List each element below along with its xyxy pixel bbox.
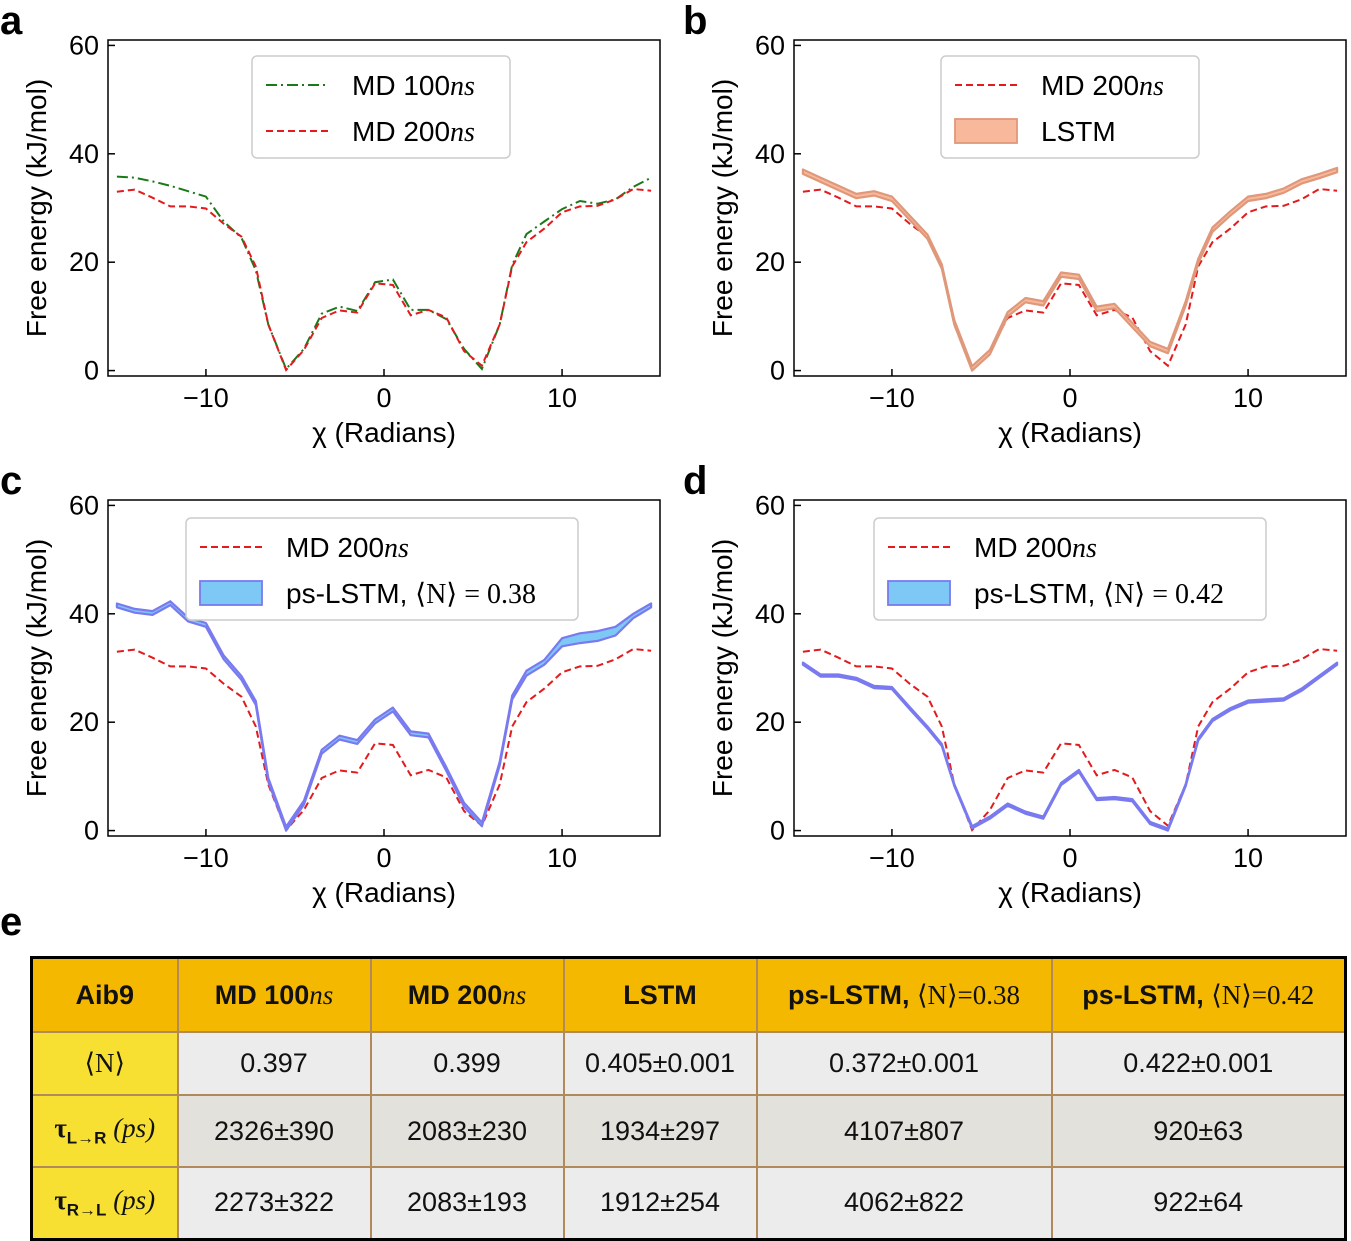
legend-swatch <box>954 118 1018 144</box>
table-row: ⟨N⟩ 0.397 0.399 0.405±0.001 0.372±0.001 0.422… <box>30 1030 1347 1097</box>
x-tick-label: −10 <box>869 383 915 413</box>
series-line-md200ns <box>802 647 1338 832</box>
x-tick-label: 10 <box>547 843 577 873</box>
table-cell: 2326±390 <box>176 1094 372 1168</box>
x-tick-label: 10 <box>547 383 577 413</box>
y-tick-label: 0 <box>770 816 785 846</box>
legend-entry-label: MD 200ns <box>1041 70 1164 102</box>
legend-entry-label: MD 100ns <box>352 70 475 102</box>
table-cell: 4107±807 <box>755 1094 1053 1168</box>
y-axis-label: Free energy (kJ/mol) <box>21 539 52 797</box>
table-cell: 0.405±0.001 <box>562 1030 758 1097</box>
x-tick-label: 0 <box>376 843 391 873</box>
series-line-md100ns <box>116 175 652 371</box>
x-axis-label: χ (Radians) <box>998 877 1142 908</box>
results-table-container: Aib9 MD 100ns MD 200ns LSTM ps-LSTM, ⟨N⟩=0.3… <box>30 956 1347 1241</box>
y-axis-label: Free energy (kJ/mol) <box>707 539 738 797</box>
chart-panel-d: d −10 0 10 0 20 40 60 χ (Radians) Free energy (kJ… <box>683 459 1347 908</box>
table-header-cell: MD 100ns <box>176 956 372 1033</box>
chart-panel-a: a −10 0 10 0 20 40 60 χ (Radians) Free energy (kJ… <box>0 0 661 448</box>
table-header-cell: ps-LSTM, ⟨N⟩=0.38 <box>755 956 1053 1033</box>
x-tick-label: 0 <box>1062 383 1077 413</box>
y-tick-label: 20 <box>69 707 99 737</box>
x-axis-label: χ (Radians) <box>312 877 456 908</box>
y-tick-label: 0 <box>84 356 99 386</box>
y-tick-label: 40 <box>69 139 99 169</box>
table-cell: 0.399 <box>369 1030 565 1097</box>
panel-label-b: b <box>683 0 707 43</box>
x-tick-label: −10 <box>183 843 229 873</box>
table-row-header: τR→L (ps) <box>30 1165 179 1241</box>
series-line-md200ns <box>116 187 652 372</box>
y-tick-label: 60 <box>755 490 785 520</box>
x-tick-label: 10 <box>1233 383 1263 413</box>
table-header-cell: MD 200ns <box>369 956 565 1033</box>
x-tick-label: 0 <box>1062 843 1077 873</box>
legend-box <box>251 55 511 159</box>
legend-box <box>873 517 1267 621</box>
panel-label-c: c <box>0 459 22 503</box>
y-tick-label: 60 <box>69 30 99 60</box>
panel-label-e: e <box>0 900 23 944</box>
table-cell: 2083±230 <box>369 1094 565 1168</box>
x-axis-label: χ (Radians) <box>998 417 1142 448</box>
x-tick-label: 0 <box>376 383 391 413</box>
table-header-cell: Aib9 <box>30 956 179 1033</box>
table-row-header: ⟨N⟩ <box>30 1030 179 1097</box>
y-tick-label: 20 <box>755 247 785 277</box>
legend-swatch <box>887 580 951 606</box>
table-cell: 1934±297 <box>562 1094 758 1168</box>
table-cell: 2083±193 <box>369 1165 565 1241</box>
table-cell: 922±64 <box>1050 1165 1347 1241</box>
y-tick-label: 40 <box>755 599 785 629</box>
y-tick-label: 60 <box>69 490 99 520</box>
y-tick-label: 0 <box>770 356 785 386</box>
series-band-pslstm <box>801 661 1339 832</box>
x-axis-label: χ (Radians) <box>312 417 456 448</box>
y-axis-label: Free energy (kJ/mol) <box>21 79 52 337</box>
legend-box <box>185 517 579 621</box>
table-body: ⟨N⟩ 0.397 0.399 0.405±0.001 0.372±0.001 0.422… <box>30 1030 1347 1241</box>
y-axis-label: Free energy (kJ/mol) <box>707 79 738 337</box>
table-cell: 0.422±0.001 <box>1050 1030 1347 1097</box>
legend-entry-label: MD 200ns <box>974 532 1097 564</box>
chart-panel-b: b −10 0 10 0 20 40 60 χ (Radians) Free energy (kJ… <box>683 0 1347 448</box>
legend-entry-label: ps-LSTM, ⟨N⟩ = 0.42 <box>974 578 1224 610</box>
table-row: τR→L (ps) 2273±322 2083±193 1912±254 4062±82… <box>30 1165 1347 1241</box>
table-cell: 2273±322 <box>176 1165 372 1241</box>
series-line-md200ns <box>116 647 652 832</box>
y-tick-label: 20 <box>755 707 785 737</box>
x-tick-label: 10 <box>1233 843 1263 873</box>
x-tick-label: −10 <box>869 843 915 873</box>
table-row: τL→R (ps) 2326±390 2083±230 1934±297 4107±80… <box>30 1094 1347 1168</box>
table-cell: 4062±822 <box>755 1165 1053 1241</box>
legend-entry-label: LSTM <box>1041 116 1116 147</box>
table-cell: 0.372±0.001 <box>755 1030 1053 1097</box>
y-tick-label: 0 <box>84 816 99 846</box>
series-band-lstm <box>801 166 1339 372</box>
y-tick-label: 40 <box>755 139 785 169</box>
table-header-cell: ps-LSTM, ⟨N⟩=0.42 <box>1050 956 1347 1033</box>
panel-label-d: d <box>683 459 707 503</box>
series-band-pslstm <box>115 600 653 832</box>
chart-panel-c: c −10 0 10 0 20 40 60 χ (Radians) Free energy (kJ… <box>0 459 661 908</box>
table-header-cell: LSTM <box>562 956 758 1033</box>
legend-entry-label: MD 200ns <box>352 116 475 148</box>
legend-swatch <box>199 580 263 606</box>
table-cell: 1912±254 <box>562 1165 758 1241</box>
results-table: Aib9 MD 100ns MD 200ns LSTM ps-LSTM, ⟨N⟩=0.3… <box>30 956 1347 1241</box>
legend-entry-label: ps-LSTM, ⟨N⟩ = 0.38 <box>286 578 536 610</box>
y-tick-label: 20 <box>69 247 99 277</box>
table-header-row: Aib9 MD 100ns MD 200ns LSTM ps-LSTM, ⟨N⟩=0.3… <box>30 956 1347 1033</box>
legend-entry-label: MD 200ns <box>286 532 409 564</box>
table-row-header: τL→R (ps) <box>30 1094 179 1168</box>
y-tick-label: 40 <box>69 599 99 629</box>
y-tick-label: 60 <box>755 30 785 60</box>
series-line-md200ns <box>802 187 1338 372</box>
table-cell: 920±63 <box>1050 1094 1347 1168</box>
x-tick-label: −10 <box>183 383 229 413</box>
table-cell: 0.397 <box>176 1030 372 1097</box>
figure-panels: a −10 0 10 0 20 40 60 χ (Radians) Free energy (kJ… <box>0 0 1347 908</box>
panel-label-a: a <box>0 0 23 43</box>
